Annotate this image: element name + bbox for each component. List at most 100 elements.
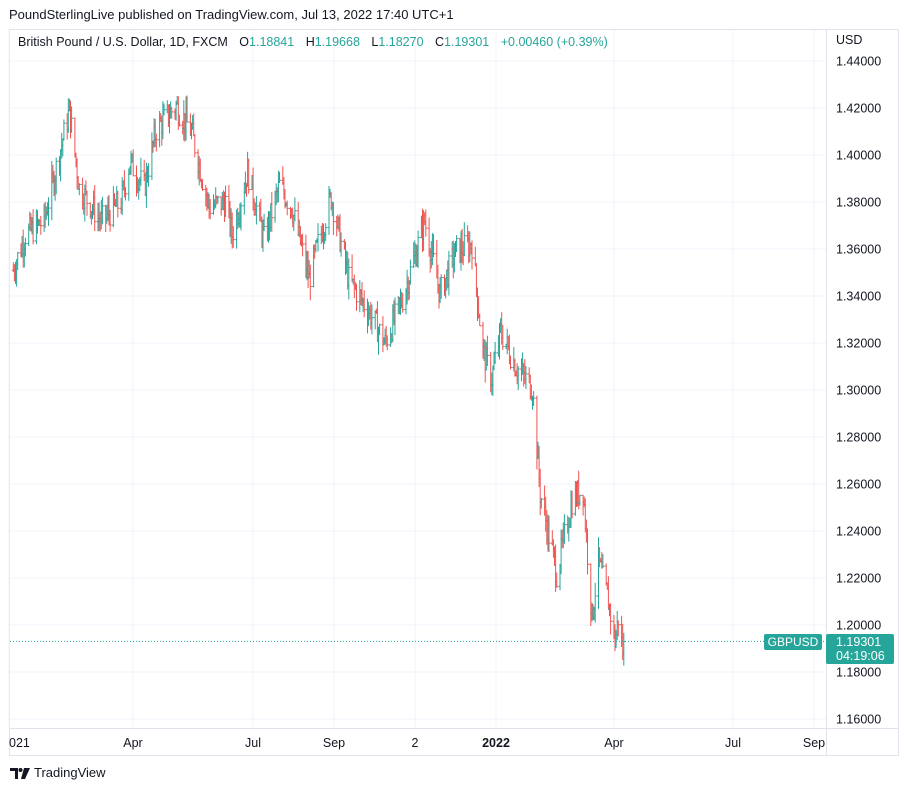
ohlc-bar xyxy=(247,158,251,194)
ohlc-bar xyxy=(124,187,127,201)
ohlc-bar xyxy=(355,283,358,311)
x-tick-label: Apr xyxy=(123,736,142,750)
ohlc-bar xyxy=(424,209,428,237)
x-tick-label: Sep xyxy=(803,736,825,750)
y-tick-label: 1.38000 xyxy=(836,196,881,210)
ohlc-bar xyxy=(316,223,320,252)
ohlc-bar xyxy=(77,183,81,196)
price-axis: 1.44000 1.42000 1.40000 1.38000 1.36000 1.340… xyxy=(836,55,881,727)
ohlc-bar xyxy=(516,366,520,391)
ohlc-bar xyxy=(562,514,566,544)
ohlc-bar xyxy=(54,157,58,195)
y-tick-label: 1.34000 xyxy=(836,290,881,304)
y-tick-label: 1.24000 xyxy=(836,525,881,539)
published-caption: PoundSterlingLive published on TradingVi… xyxy=(9,7,454,22)
x-tick-label: Jul xyxy=(725,736,741,750)
ohlc-bar xyxy=(162,103,166,116)
x-tick-label: 2 xyxy=(412,736,419,750)
ohlc-bar xyxy=(401,293,405,313)
ohlc-bar xyxy=(493,341,497,364)
legend-symbol: British Pound / U.S. Dollar, 1D, FXCM xyxy=(18,35,228,49)
ohlc-bar xyxy=(293,197,297,222)
ohlc-bar xyxy=(262,213,266,231)
ohlc-bar xyxy=(331,202,335,235)
legend-high-label: H xyxy=(305,35,315,49)
ohlc-bar xyxy=(131,149,135,177)
ohlc-bar xyxy=(539,497,543,509)
y-tick-label: 1.20000 xyxy=(836,619,881,633)
y-tick-label: 1.22000 xyxy=(836,572,881,586)
ohlc-bar xyxy=(73,117,77,158)
x-tick-label: 021 xyxy=(9,736,30,750)
ohlc-bar xyxy=(485,335,489,366)
ohlc-bar xyxy=(100,196,104,225)
ohlc-bar xyxy=(216,196,220,204)
tradingview-logo-icon xyxy=(10,767,30,779)
ohlc-bar xyxy=(231,226,235,248)
ohlc-bar xyxy=(47,197,50,226)
ohlc-bar xyxy=(62,119,66,141)
ohlc-bar xyxy=(93,185,97,231)
ohlc-bar xyxy=(470,240,474,270)
footer-brand[interactable]: TradingView xyxy=(34,765,106,780)
ohlc-bar xyxy=(416,230,420,269)
ohlc-bar xyxy=(139,157,143,186)
y-tick-label: 1.16000 xyxy=(836,713,881,727)
chart-grid xyxy=(8,30,826,728)
y-tick-label: 1.44000 xyxy=(836,55,881,69)
ohlc-bar xyxy=(439,274,443,299)
legend-close-label: C xyxy=(435,35,445,49)
ohlc-bar xyxy=(501,324,505,350)
ohlc-bar xyxy=(177,114,181,127)
ohlc-bar xyxy=(370,304,374,335)
ohlc-bar xyxy=(408,259,412,285)
ohlc-bar xyxy=(31,209,35,245)
ohlc-bar xyxy=(150,132,154,181)
ohlc-bar xyxy=(478,313,482,327)
ohlc-bar xyxy=(270,192,274,232)
ohlc-bar xyxy=(555,572,559,589)
legend-low-label: L xyxy=(371,35,379,49)
chart-legend: British Pound / U.S. Dollar, 1D, FXCM O1… xyxy=(18,35,608,49)
ohlc-bar xyxy=(39,215,43,235)
ohlc-bar xyxy=(385,335,389,351)
y-tick-label: 1.18000 xyxy=(836,666,881,680)
legend-high-value: 1.19668 xyxy=(314,35,360,49)
x-tick-label: Sep xyxy=(323,736,345,750)
y-tick-label: 1.40000 xyxy=(836,149,881,163)
ohlc-bar xyxy=(362,290,366,318)
ohlc-bar xyxy=(509,355,512,370)
y-tick-label: 1.32000 xyxy=(836,337,881,351)
ohlc-bar xyxy=(350,254,354,283)
ohlc-bar xyxy=(339,232,343,257)
ohlc-bar xyxy=(208,199,212,220)
y-tick-label: 1.26000 xyxy=(836,478,881,492)
last-price-value: 1.19301 xyxy=(836,635,882,649)
ohlc-bar xyxy=(532,391,536,406)
legend-open-label: O xyxy=(239,35,250,49)
price-bars xyxy=(11,95,626,666)
ohlc-bar xyxy=(116,190,120,218)
ohlc-bar xyxy=(16,251,20,271)
ohlc-bar xyxy=(381,316,385,353)
ohlc-bar xyxy=(547,515,551,553)
ohlc-bar xyxy=(604,563,608,586)
ohlc-bar xyxy=(308,264,312,301)
ohlc-bar xyxy=(609,603,613,635)
ohlc-bar xyxy=(324,223,328,241)
time-axis: 021 Apr Jul Sep 2 2022 Apr Jul Sep xyxy=(9,736,825,750)
legend-close-value: 1.19301 xyxy=(444,35,490,49)
y-tick-label: 1.42000 xyxy=(836,102,881,116)
x-tick-label: 2022 xyxy=(482,736,510,750)
legend-open-value: 1.18841 xyxy=(249,35,295,49)
ohlc-bar xyxy=(108,209,112,232)
ohlc-bar xyxy=(285,200,289,216)
ohlc-bar xyxy=(455,235,459,253)
ohlc-bar xyxy=(23,237,27,257)
ohlc-bar xyxy=(570,490,574,519)
ohlc-bar xyxy=(154,133,158,152)
ohlc-bar xyxy=(301,233,305,257)
ohlc-bar xyxy=(462,222,466,257)
ohlc-bar xyxy=(447,250,451,296)
